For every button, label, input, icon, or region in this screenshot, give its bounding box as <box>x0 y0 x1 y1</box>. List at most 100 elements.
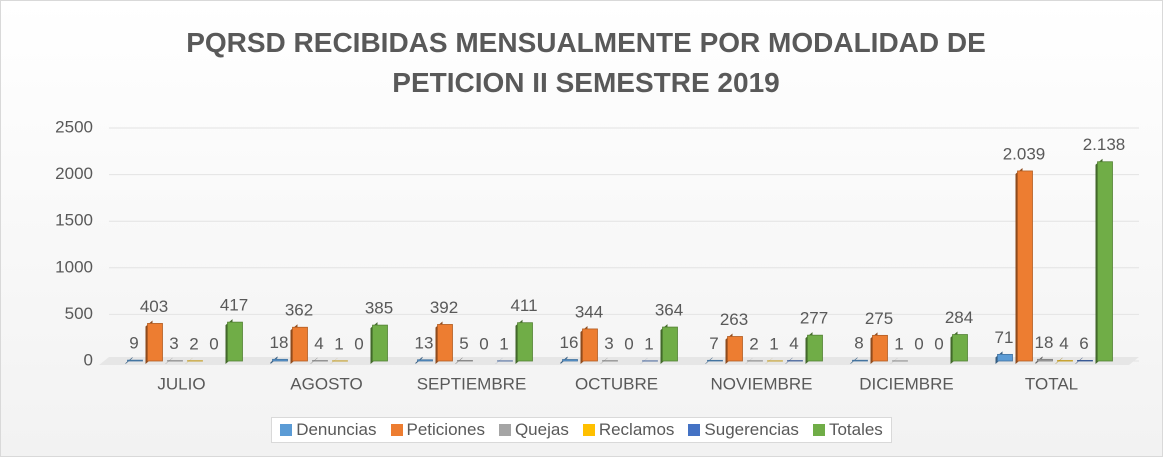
x-tick-label: SEPTIEMBRE <box>417 374 527 393</box>
data-label: 1 <box>334 334 343 353</box>
data-label: 2 <box>189 334 198 353</box>
bar <box>582 328 598 362</box>
data-label: 364 <box>655 301 683 320</box>
x-tick-label: NOVIEMBRE <box>710 374 812 393</box>
y-tick-label: 500 <box>65 304 93 323</box>
data-label: 362 <box>285 301 313 320</box>
bar <box>1077 360 1093 362</box>
bar <box>707 359 723 362</box>
bar <box>437 324 453 362</box>
data-label: 2 <box>749 334 758 353</box>
legend-label: Totales <box>828 420 883 439</box>
data-label: 0 <box>934 334 943 353</box>
bar <box>272 358 288 362</box>
x-tick-label: OCTUBRE <box>575 374 658 393</box>
x-tick-label: TOTAL <box>1025 374 1078 393</box>
data-label: 0 <box>479 334 488 353</box>
data-label: 1 <box>499 334 508 353</box>
data-label: 263 <box>720 310 748 329</box>
bar <box>227 321 243 362</box>
bar <box>372 324 388 362</box>
data-label: 71 <box>995 328 1014 347</box>
legend-swatch <box>390 424 403 436</box>
data-label: 4 <box>789 334 798 353</box>
chart-title: PQRSD RECIBIDAS MENSUALMENTE POR MODALID… <box>186 27 986 98</box>
data-label: 2.138 <box>1083 135 1126 154</box>
x-tick-label: JULIO <box>157 374 205 393</box>
legend-item: Totales <box>812 420 883 440</box>
bar <box>292 326 308 362</box>
data-label: 0 <box>624 334 633 353</box>
bar <box>1017 170 1033 362</box>
y-tick-label: 2500 <box>55 117 93 136</box>
data-label: 3 <box>604 334 613 353</box>
data-label: 2.039 <box>1003 144 1046 163</box>
data-label: 3 <box>169 334 178 353</box>
legend-item: Denuncias <box>280 420 377 440</box>
bar <box>807 334 823 362</box>
x-tick-label: AGOSTO <box>290 374 362 393</box>
legend-label: Sugerencias <box>704 420 799 439</box>
x-tick-label: DICIEMBRE <box>859 374 953 393</box>
legend-swatch <box>688 424 701 436</box>
legend-swatch <box>812 424 825 436</box>
data-label: 1 <box>894 334 903 353</box>
legend-label: Peticiones <box>406 420 485 439</box>
bar <box>872 334 888 362</box>
legend-item: Peticiones <box>390 420 485 440</box>
data-label: 18 <box>270 333 289 352</box>
legend-item: Reclamos <box>582 420 675 440</box>
data-label: 411 <box>510 296 537 315</box>
y-tick-label: 1500 <box>55 211 93 230</box>
bar <box>852 359 868 362</box>
legend-label: Reclamos <box>598 420 675 439</box>
data-label: 0 <box>354 334 363 353</box>
data-label: 392 <box>430 298 458 317</box>
data-label: 417 <box>220 296 248 315</box>
legend-swatch <box>280 424 293 436</box>
legend-swatch <box>582 424 595 436</box>
data-label: 7 <box>709 334 718 353</box>
data-label: 16 <box>560 333 579 352</box>
bar <box>1037 358 1053 362</box>
y-tick-label: 2000 <box>55 164 93 183</box>
legend-item: Sugerencias <box>688 420 799 440</box>
bar <box>517 322 533 362</box>
data-label: 6 <box>1079 334 1088 353</box>
bar <box>147 323 163 362</box>
legend-swatch <box>498 424 511 436</box>
data-label: 1 <box>644 334 653 353</box>
bar <box>952 334 968 362</box>
legend-box: Denuncias Peticiones Quejas Reclamos Sugeren… <box>271 417 892 443</box>
bar <box>417 359 433 362</box>
data-label: 4 <box>314 334 323 353</box>
data-label: 13 <box>415 333 434 352</box>
bar <box>127 359 143 362</box>
data-label: 275 <box>865 309 893 328</box>
bar <box>727 336 743 362</box>
y-tick-label: 1000 <box>55 257 93 276</box>
legend: Denuncias Peticiones Quejas Reclamos Sugeren… <box>1 417 1162 443</box>
bar <box>1097 161 1113 362</box>
data-label: 5 <box>459 334 468 353</box>
data-label: 18 <box>1035 333 1054 352</box>
y-tick-label: 0 <box>84 350 93 369</box>
data-label: 277 <box>800 309 828 328</box>
data-label: 385 <box>365 299 393 318</box>
bar <box>562 359 578 362</box>
data-label: 4 <box>1059 334 1068 353</box>
legend-label: Denuncias <box>296 420 377 439</box>
legend-item: Quejas <box>498 420 569 440</box>
bar <box>662 326 678 362</box>
data-label: 0 <box>914 334 923 353</box>
data-label: 344 <box>575 302 603 321</box>
bar <box>997 353 1013 362</box>
data-label: 9 <box>129 334 138 353</box>
data-label: 284 <box>945 308 973 327</box>
data-label: 0 <box>209 334 218 353</box>
legend-label: Quejas <box>514 420 569 439</box>
data-label: 8 <box>854 334 863 353</box>
floor <box>99 357 1139 365</box>
